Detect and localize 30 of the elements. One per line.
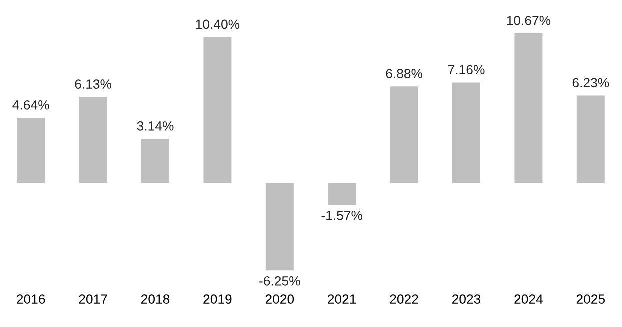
bar xyxy=(266,183,294,271)
data-label: 6.88% xyxy=(386,69,423,78)
bar xyxy=(142,139,170,184)
bar xyxy=(452,82,480,184)
x-tick-label: 2019 xyxy=(204,294,232,304)
bar xyxy=(79,97,108,184)
x-tick-label: 2024 xyxy=(514,294,543,304)
x-tick-label: 2021 xyxy=(328,294,356,304)
bar xyxy=(390,86,418,184)
x-tick-label: 2023 xyxy=(452,294,481,304)
x-tick-label: 2022 xyxy=(390,294,418,304)
x-tick-label: 2017 xyxy=(79,294,108,304)
data-label: -1.57% xyxy=(322,210,363,220)
bar xyxy=(576,96,605,184)
x-tick-label: 2016 xyxy=(17,294,46,304)
data-label: 10.40% xyxy=(196,20,240,30)
data-label: 4.64% xyxy=(12,100,50,110)
data-label: 10.67% xyxy=(507,16,551,26)
bar xyxy=(514,34,543,184)
data-label: 6.23% xyxy=(572,78,610,88)
x-tick-label: 2018 xyxy=(141,294,170,304)
bar xyxy=(204,37,232,184)
x-tick-label: 2025 xyxy=(576,294,606,304)
bar xyxy=(17,118,46,184)
x-tick-label: 2020 xyxy=(266,294,294,304)
data-label: 3.14% xyxy=(137,122,174,131)
data-label: 7.16% xyxy=(448,65,485,75)
bar xyxy=(328,183,356,206)
data-label: 6.13% xyxy=(75,80,112,89)
data-label: -6.25% xyxy=(260,276,300,286)
